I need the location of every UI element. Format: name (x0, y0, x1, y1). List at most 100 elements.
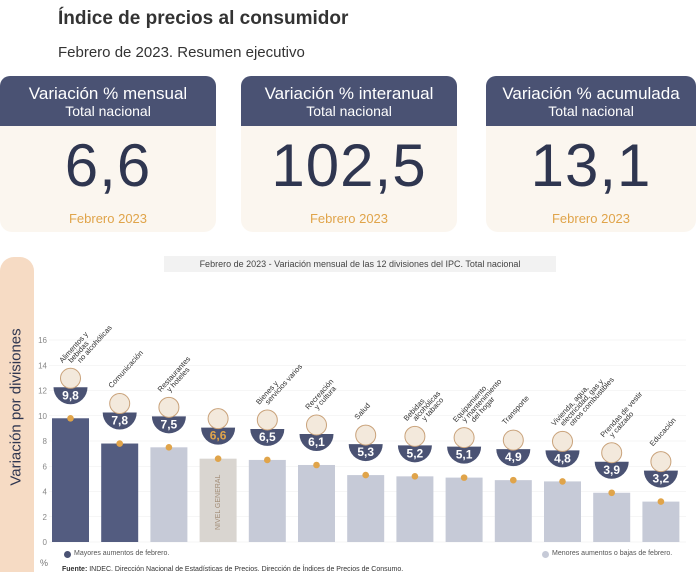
y-tick-label: 12 (38, 387, 47, 396)
value-badge (102, 412, 137, 430)
y-tick-label: 0 (43, 538, 48, 547)
value-badge (151, 416, 186, 434)
chart-caption-period: Febrero de 2023 (199, 259, 267, 269)
chart-caption-text: - Variación mensual de las 12 divisiones… (266, 259, 521, 269)
card-period: Febrero 2023 (551, 211, 631, 226)
shirt-icon (601, 442, 623, 464)
value-badge (53, 387, 88, 405)
card-period: Febrero 2023 (68, 211, 148, 226)
book-icon (650, 451, 672, 473)
card-body: 102,5 Febrero 2023 (241, 126, 457, 232)
bar-value-label: 9,8 (62, 388, 79, 402)
bar-value-label: 6,6 (210, 429, 227, 443)
bar-top-marker (67, 414, 74, 422)
shopping-bag-icon (207, 408, 229, 430)
value-badge (545, 450, 580, 468)
category-label: Prendas de vestir (598, 389, 644, 439)
card-yearly: Variación % interanual Total nacional 10… (241, 76, 457, 232)
legend-low-label: Menores aumentos o bajas de febrero. (552, 550, 673, 557)
side-panel: Variación por divisiones (0, 257, 34, 572)
bar (347, 475, 385, 542)
page-title: Índice de precios al consumidor (58, 8, 349, 29)
cutlery-icon (158, 396, 180, 418)
bar-value-label: 7,8 (111, 414, 128, 428)
category-label: Salud (352, 401, 372, 421)
card-scope: Total nacional (548, 103, 634, 119)
bar-top-marker (362, 471, 370, 479)
y-unit-label: % (40, 558, 48, 568)
car-icon (502, 429, 524, 451)
card-body: 6,6 Febrero 2023 (0, 126, 216, 232)
card-header: Variación % acumulada Total nacional (486, 76, 696, 126)
legend-high-label: Mayores aumentos de febrero. (74, 550, 170, 557)
bar-value-label: 6,5 (259, 430, 276, 444)
bar-top-marker (411, 473, 419, 480)
bar-value-label: 3,9 (603, 463, 620, 477)
y-tick-label: 8 (43, 437, 48, 446)
category-label: Comunicación (106, 349, 144, 390)
source-text: INDEC. Dirección Nacional de Estadística… (87, 566, 404, 573)
bar (593, 492, 631, 542)
level-bar-label: NIVEL GENERAL (215, 475, 222, 530)
bar (396, 476, 434, 542)
value-badge (447, 446, 482, 464)
bar-value-label: 6,1 (308, 435, 325, 449)
bar-top-marker (165, 444, 173, 451)
bar-top-marker (116, 440, 123, 447)
bar (445, 477, 483, 542)
food-basket-icon (60, 367, 81, 389)
bar-top-marker (559, 478, 566, 485)
bar (248, 459, 286, 542)
category-label: Educación (648, 416, 678, 448)
bar-top-marker (313, 461, 320, 469)
card-monthly: Variación % mensual Total nacional 6,6 F… (0, 76, 216, 232)
legend-high-marker (64, 551, 71, 558)
bar-value-label: 7,5 (161, 417, 178, 431)
card-title: Variación % acumulada (502, 84, 680, 103)
bar (642, 501, 680, 542)
chart-panel: Variación por divisiones (0, 257, 696, 578)
source-label: Fuente: (62, 566, 88, 573)
bar-value-label: 3,2 (653, 472, 670, 486)
chart-caption: Febrero de 2023 - Variación mensual de l… (164, 256, 556, 272)
bar (199, 458, 237, 542)
value-badge (250, 428, 285, 446)
card-scope: Total nacional (306, 103, 392, 119)
card-value: 13,1 (530, 132, 652, 199)
bar-value-label: 4,8 (554, 451, 571, 465)
card-value: 102,5 (271, 132, 427, 199)
bar-top-marker (214, 455, 222, 462)
value-badge (348, 444, 383, 462)
bar (298, 464, 335, 542)
card-scope: Total nacional (65, 103, 151, 119)
category-label: Transporte (500, 394, 531, 427)
bar-value-label: 5,1 (456, 448, 473, 462)
legend-low-marker (542, 551, 549, 558)
phone-icon (109, 393, 131, 415)
card-accumulated: Variación % acumulada Total nacional 13,… (486, 76, 696, 232)
bar (52, 418, 89, 542)
value-badge (201, 427, 236, 445)
card-header: Variación % mensual Total nacional (0, 76, 216, 126)
beach-umbrella-icon (306, 414, 327, 436)
bar-top-marker (264, 456, 271, 464)
bar (494, 480, 532, 542)
y-tick-label: 10 (38, 412, 47, 421)
card-body: 13,1 Febrero 2023 (486, 126, 696, 232)
bar (544, 481, 581, 542)
value-badge (643, 470, 678, 488)
bar (101, 443, 139, 542)
razor-icon (256, 409, 278, 431)
y-tick-label: 6 (43, 462, 48, 471)
value-badge (299, 433, 334, 451)
light-bulb-icon (552, 430, 573, 452)
y-tick-label: 4 (43, 488, 48, 497)
bottle-glass-icon (404, 425, 426, 447)
bar-top-marker (657, 498, 665, 505)
medical-cross-icon (355, 424, 377, 446)
y-tick-label: 16 (38, 336, 47, 345)
bar-value-label: 5,3 (357, 445, 374, 459)
page-subtitle: Febrero de 2023. Resumen ejecutivo (58, 44, 305, 61)
source-note: Fuente: INDEC. Dirección Nacional de Est… (62, 566, 403, 573)
